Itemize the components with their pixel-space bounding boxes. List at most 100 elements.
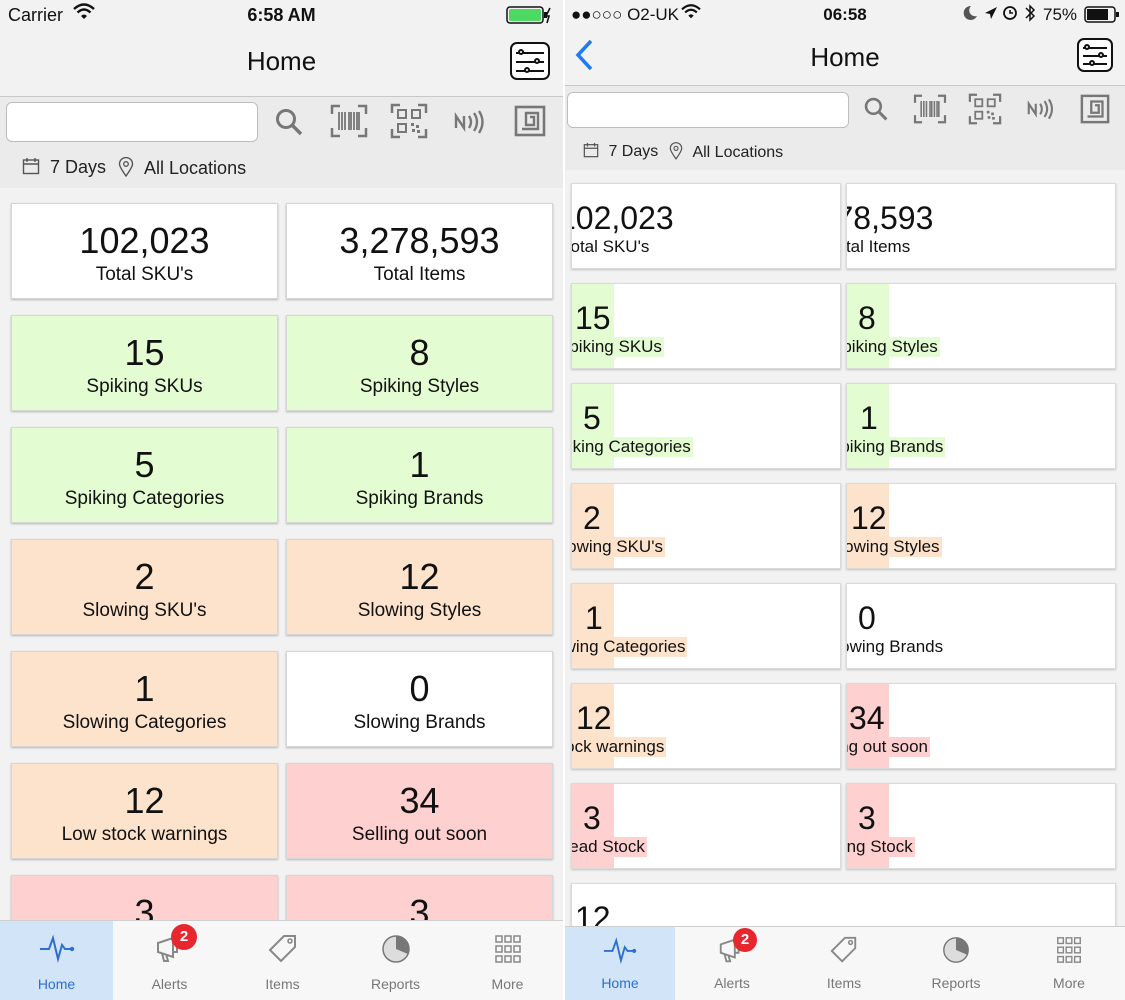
grid-menu-icon: [1013, 935, 1125, 967]
location-pin-icon: [669, 142, 683, 160]
location-pin-icon: [118, 156, 134, 178]
nav-bar: Home: [0, 30, 563, 96]
metric-card-slowing-categories[interactable]: 1 Slowing Categories: [11, 651, 278, 747]
metric-card-spiking-skus[interactable]: 15 Spiking SKUs: [571, 283, 841, 369]
tab-bar: Home 2 Alerts Items Reports More: [0, 920, 563, 1000]
megaphone-icon: [113, 933, 226, 965]
date-range-filter[interactable]: 7 Days: [583, 142, 658, 161]
right-phone-screen: ●●○○○ O2-UK 06:58 75% Home: [565, 0, 1125, 1000]
metric-card-slowing-styles[interactable]: 12 Slowing Styles: [286, 539, 553, 635]
alerts-badge: 2: [171, 924, 197, 950]
metric-card-partial-right[interactable]: 3: [286, 875, 553, 920]
metric-card-selling-out-soon[interactable]: 34 Selling out soon: [846, 683, 1116, 769]
metric-card-spiking-brands[interactable]: 1 Spiking Brands: [846, 383, 1116, 469]
date-range-filter[interactable]: 7 Days: [22, 157, 106, 178]
metric-card-slowing-skus[interactable]: 2 Slowing SKU's: [571, 483, 841, 569]
location-filter[interactable]: All Locations: [669, 142, 783, 162]
abacus-menu-icon[interactable]: [1077, 38, 1113, 72]
price-tag-icon: [789, 935, 899, 967]
barcode-scan-icon[interactable]: [913, 94, 947, 129]
wifi-icon: [73, 2, 95, 27]
status-bar: ●●○○○ O2-UK 06:58 75%: [565, 0, 1125, 30]
tab-home[interactable]: Home: [565, 927, 675, 1000]
metric-card-slowing-brands[interactable]: 0 Slowing Brands: [286, 651, 553, 747]
tab-alerts[interactable]: 2 Alerts: [677, 927, 787, 1000]
carrier-label: ●●○○○ O2-UK: [571, 5, 680, 24]
location-label: All Locations: [144, 158, 247, 178]
rfid-tag-icon[interactable]: [1080, 94, 1110, 129]
left-phone-screen: Carrier 6:58 AM Home: [0, 0, 563, 1000]
metric-card-low-stock-warnings[interactable]: 12 Low stock warnings: [11, 763, 278, 859]
tab-items[interactable]: Items: [226, 921, 339, 1000]
tab-more[interactable]: More: [452, 921, 563, 1000]
calendar-icon: [22, 158, 40, 175]
metric-card-spiking-skus[interactable]: 15 Spiking SKUs: [11, 315, 278, 411]
metric-card-partial[interactable]: 12: [571, 883, 1116, 926]
battery-percent: 75%: [1043, 5, 1078, 24]
nfc-icon[interactable]: [454, 110, 486, 139]
date-range-label: 7 Days: [50, 157, 107, 177]
qr-code-icon[interactable]: [968, 93, 1002, 130]
search-icon[interactable]: [274, 107, 304, 142]
location-label: All Locations: [692, 144, 784, 161]
qr-code-icon[interactable]: [390, 103, 428, 144]
clock: 06:58: [823, 5, 867, 24]
calendar-icon: [583, 142, 599, 158]
date-range-label: 7 Days: [608, 143, 659, 160]
metric-card-slowing-brands[interactable]: 0 Slowing Brands: [846, 583, 1116, 669]
rfid-tag-icon[interactable]: [514, 105, 546, 142]
tab-home[interactable]: Home: [0, 921, 113, 1000]
tab-items[interactable]: Items: [789, 927, 899, 1000]
search-input[interactable]: [6, 102, 258, 142]
barcode-scan-icon[interactable]: [330, 104, 368, 143]
metric-card-spiking-brands[interactable]: 1 Spiking Brands: [286, 427, 553, 523]
search-toolbar: 7 Days All Locations: [0, 96, 563, 188]
megaphone-icon: [677, 935, 787, 967]
metric-card-spiking-categories[interactable]: 5 Spiking Categories: [11, 427, 278, 523]
wifi-icon: [681, 3, 701, 26]
metric-card-spiking-categories[interactable]: 5 Spiking Categories: [571, 383, 841, 469]
nav-bar: Home: [565, 30, 1125, 86]
metric-card-partial-left[interactable]: 3: [11, 875, 278, 920]
back-chevron-icon[interactable]: [573, 38, 597, 79]
heartbeat-icon: [565, 935, 675, 967]
metric-card-dead-stock[interactable]: 3 Dead Stock: [571, 783, 841, 869]
dashboard-grid: 102,023 Total SKU's 3,278,593 Total Items …: [0, 188, 563, 920]
tab-bar: Home 2 Alerts Items Reports More: [565, 926, 1125, 1000]
search-toolbar: 7 Days All Locations: [565, 86, 1125, 170]
metric-card-aging-stock[interactable]: 3 Aging Stock: [846, 783, 1116, 869]
tab-alerts[interactable]: 2 Alerts: [113, 921, 226, 1000]
battery-icon: [1084, 6, 1120, 29]
metric-card-slowing-styles[interactable]: 12 Slowing Styles: [846, 483, 1116, 569]
nfc-icon[interactable]: [1027, 98, 1055, 125]
search-input[interactable]: [567, 92, 849, 128]
metric-card-total-items[interactable]: 3,278,593 Total Items: [286, 203, 553, 299]
abacus-menu-icon[interactable]: [510, 42, 550, 80]
search-icon[interactable]: [863, 96, 889, 127]
price-tag-icon: [226, 933, 339, 965]
location-filter[interactable]: All Locations: [118, 156, 247, 179]
metric-card-total-skus[interactable]: 102,023 Total SKU's: [11, 203, 278, 299]
metric-card-total-items[interactable]: 3,278,593 Total Items: [846, 183, 1116, 269]
carrier-label: Carrier: [8, 5, 64, 25]
tab-reports[interactable]: Reports: [339, 921, 452, 1000]
dashboard-grid: 102,023 Total SKU's 3,278,593 Total Item…: [565, 170, 1125, 926]
status-bar: Carrier 6:58 AM: [0, 0, 563, 30]
alerts-badge: 2: [733, 928, 757, 952]
tab-more[interactable]: More: [1013, 927, 1125, 1000]
metric-card-spiking-styles[interactable]: 8 Spiking Styles: [846, 283, 1116, 369]
metric-card-total-skus[interactable]: 102,023 Total SKU's: [571, 183, 841, 269]
screen-divider: [563, 0, 565, 1000]
metric-card-slowing-skus[interactable]: 2 Slowing SKU's: [11, 539, 278, 635]
metric-card-selling-out-soon[interactable]: 34 Selling out soon: [286, 763, 553, 859]
page-title: Home: [810, 42, 880, 72]
metric-card-slowing-categories[interactable]: 1 Slowing Categories: [571, 583, 841, 669]
grid-menu-icon: [452, 933, 563, 965]
status-icons: [963, 4, 1043, 27]
metric-card-low-stock-warnings[interactable]: 12 Low stock warnings: [571, 683, 841, 769]
heartbeat-icon: [0, 933, 113, 965]
metric-card-spiking-styles[interactable]: 8 Spiking Styles: [286, 315, 553, 411]
tab-reports[interactable]: Reports: [901, 927, 1011, 1000]
clock: 6:58 AM: [247, 5, 316, 25]
pie-chart-icon: [901, 935, 1011, 967]
